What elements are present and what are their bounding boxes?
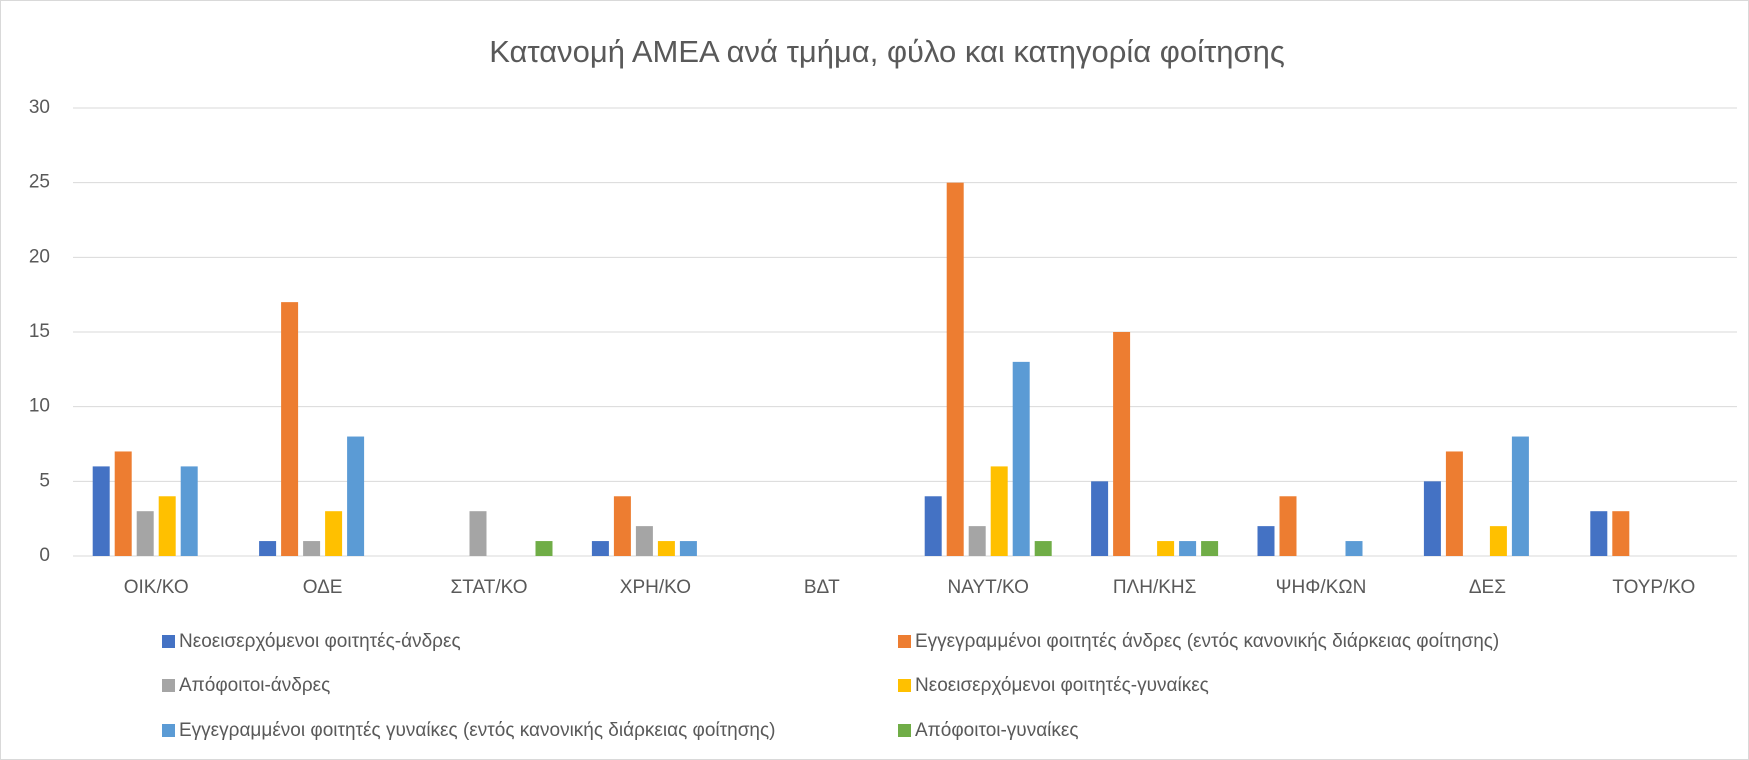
bar <box>114 451 132 556</box>
legend-label: Εγγεγραμμένοι φοιτητές γυναίκες (εντός κ… <box>179 720 775 741</box>
x-tick-label: ΠΛΗ/ΚΗΣ <box>1113 577 1197 598</box>
legend-swatch <box>898 724 911 737</box>
legend-item: Εγγεγραμμένοι φοιτητές άνδρες (εντός καν… <box>898 631 1499 652</box>
bar <box>180 466 198 556</box>
bar <box>1157 541 1175 556</box>
legend-label: Νεοεισερχόμενοι φοιτητές-άνδρες <box>179 631 461 652</box>
bar <box>1489 526 1507 556</box>
bar <box>1201 541 1219 556</box>
bar <box>1179 541 1197 556</box>
y-tick-label: 15 <box>29 321 50 342</box>
x-tick-label: ΧΡΗ/ΚΟ <box>620 577 691 598</box>
bar <box>1423 481 1441 556</box>
bar <box>325 511 343 556</box>
legend-swatch <box>898 635 911 648</box>
bar <box>158 496 176 556</box>
legend-label: Νεοεισερχόμενοι φοιτητές-γυναίκες <box>915 675 1209 696</box>
y-tick-label: 30 <box>29 97 50 118</box>
bar <box>1113 332 1131 556</box>
bar <box>281 302 299 556</box>
x-tick-label: ΒΔΤ <box>804 577 840 598</box>
bar <box>303 541 321 556</box>
legend-label: Εγγεγραμμένοι φοιτητές άνδρες (εντός καν… <box>915 631 1499 652</box>
bar <box>1091 481 1109 556</box>
legend-item: Απόφοιτοι-γυναίκες <box>898 720 1079 741</box>
y-tick-label: 25 <box>29 172 50 193</box>
bar <box>347 436 365 556</box>
bar <box>1279 496 1297 556</box>
bar <box>1257 526 1275 556</box>
x-tick-label: ΨΗΦ/ΚΩΝ <box>1276 577 1367 598</box>
legend-swatch <box>162 724 175 737</box>
legend-swatch <box>162 679 175 692</box>
bar <box>1034 541 1052 556</box>
chart-title: Κατανομή ΑΜΕΑ ανά τμήμα, φύλο και κατηγο… <box>489 34 1285 69</box>
legend-swatch <box>898 679 911 692</box>
x-tick-label: ΝΑΥΤ/ΚΟ <box>947 577 1028 598</box>
legend-item: Εγγεγραμμένοι φοιτητές γυναίκες (εντός κ… <box>162 720 775 741</box>
bar <box>635 526 653 556</box>
bar <box>92 466 110 556</box>
bar <box>657 541 675 556</box>
x-tick-label: ΣΤΑΤ/ΚΟ <box>451 577 528 598</box>
y-tick-label: 20 <box>29 246 50 267</box>
x-tick-label: ΤΟΥΡ/ΚΟ <box>1612 577 1695 598</box>
bar <box>990 466 1008 556</box>
x-tick-label: ΟΔΕ <box>303 577 343 598</box>
x-tick-label: ΟΙΚ/ΚΟ <box>124 577 189 598</box>
bar <box>469 511 487 556</box>
bar <box>259 541 277 556</box>
legend-item: Απόφοιτοι-άνδρες <box>162 675 330 696</box>
legend-label: Απόφοιτοι-άνδρες <box>179 675 330 696</box>
bar <box>946 182 964 556</box>
bar <box>968 526 986 556</box>
bar <box>535 541 553 556</box>
legend-item: Νεοεισερχόμενοι φοιτητές-άνδρες <box>162 631 461 652</box>
bar <box>1590 511 1608 556</box>
y-tick-label: 5 <box>39 470 50 491</box>
bar <box>1445 451 1463 556</box>
bar <box>1612 511 1630 556</box>
legend-item: Νεοεισερχόμενοι φοιτητές-γυναίκες <box>898 675 1209 696</box>
x-tick-label: ΔΕΣ <box>1469 577 1506 598</box>
bar <box>613 496 631 556</box>
bar <box>1511 436 1529 556</box>
bar <box>1012 361 1030 556</box>
y-tick-label: 10 <box>29 396 50 417</box>
legend-label: Απόφοιτοι-γυναίκες <box>915 720 1079 741</box>
y-tick-label: 0 <box>39 545 50 566</box>
bar <box>591 541 609 556</box>
bar <box>679 541 697 556</box>
bar <box>924 496 942 556</box>
legend-swatch <box>162 635 175 648</box>
bar <box>136 511 154 556</box>
bar <box>1345 541 1363 556</box>
